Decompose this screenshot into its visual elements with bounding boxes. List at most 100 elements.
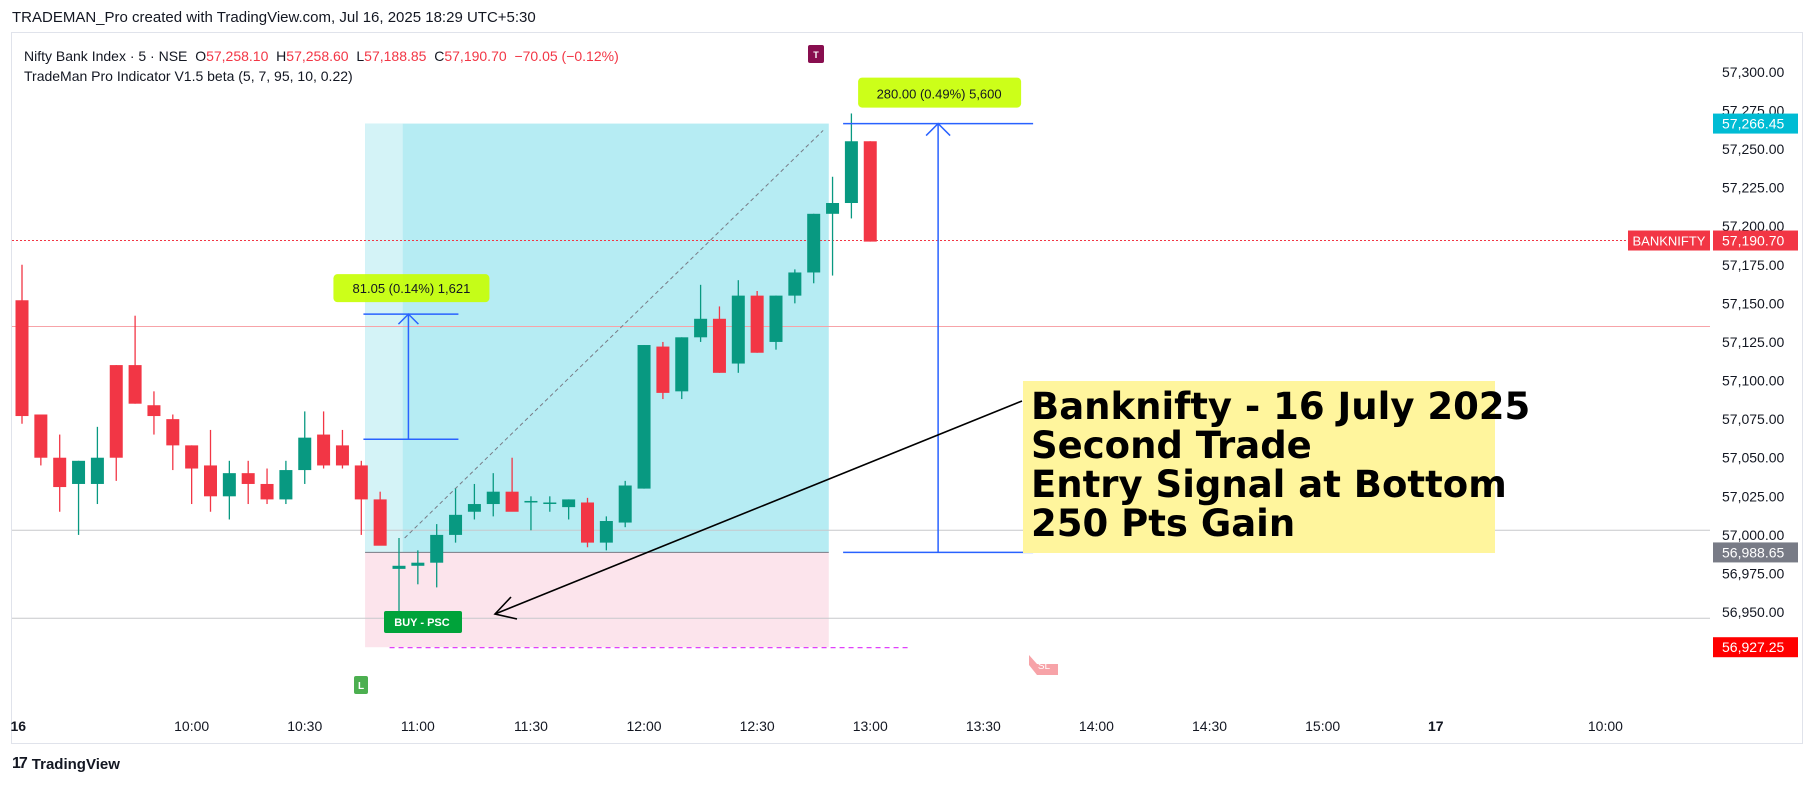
candle-body-21 — [411, 562, 425, 566]
candle-body-41 — [788, 272, 802, 296]
y-tick-label-0: 57,300.00 — [1722, 64, 1784, 80]
candle-body-25 — [486, 491, 500, 505]
y-tick-label-2: 57,250.00 — [1722, 141, 1784, 157]
candle-body-24 — [467, 504, 481, 512]
candle-body-9 — [185, 445, 199, 469]
measure-large-label: 280.00 (0.49%) 5,600 — [877, 87, 1002, 102]
candle-body-8 — [166, 419, 180, 446]
candle-body-16 — [317, 434, 331, 466]
buy-signal-bg — [384, 611, 462, 633]
candle-body-40 — [769, 295, 783, 342]
high-value: 57,258.60 — [286, 48, 349, 64]
close-value: 57,190.70 — [444, 48, 507, 64]
close-label: C — [434, 48, 445, 64]
x-tick-label-6: 12:30 — [740, 718, 775, 734]
price-tag-label-2: 56,988.65 — [1722, 544, 1784, 560]
annotation-arrow-line — [494, 400, 1023, 615]
candle-body-4 — [90, 457, 104, 484]
annotation-line-2: Second Trade — [1031, 424, 1312, 467]
candle-body-35 — [675, 337, 689, 392]
measure-small-label: 81.05 (0.14%) 1,621 — [353, 281, 471, 296]
y-tick-label-10: 57,050.00 — [1722, 450, 1784, 466]
y-tick-label-14: 56,950.00 — [1722, 604, 1784, 620]
candle-body-43 — [826, 203, 840, 214]
chart-frame — [11, 32, 1803, 744]
price-tag-label-1: 57,190.70 — [1722, 233, 1784, 249]
measure-small-arrow — [397, 313, 419, 325]
y-tick-label-11: 57,025.00 — [1722, 488, 1784, 504]
measure-large-arrow — [925, 122, 951, 137]
candle-body-6 — [128, 365, 142, 404]
y-tick-label-3: 57,225.00 — [1722, 180, 1784, 196]
tradingview-brand: TradingView — [31, 755, 120, 773]
sl-marker-label: SL — [1038, 661, 1051, 672]
candle-body-45 — [863, 141, 877, 242]
price-tag-label-3: 56,927.25 — [1722, 639, 1784, 655]
y-tick-label-9: 57,075.00 — [1722, 411, 1784, 427]
annotation-note[interactable]: Banknifty - 16 July 2025 Second Trade En… — [1023, 381, 1531, 553]
candle-body-42 — [807, 213, 821, 273]
candle-body-3 — [72, 460, 86, 484]
candle-body-20 — [392, 565, 406, 569]
candle-body-18 — [354, 465, 368, 500]
annotation-arrow-head — [493, 596, 518, 620]
candle-body-2 — [53, 457, 67, 488]
x-tick-label-1: 10:00 — [174, 718, 209, 734]
candle-body-23 — [449, 514, 463, 535]
low-label: L — [356, 48, 365, 64]
candle-body-12 — [241, 473, 255, 484]
candle-body-13 — [260, 483, 274, 500]
measure-small-label-bg — [333, 274, 490, 303]
candle-body-22 — [430, 534, 444, 563]
long-marker-bg — [354, 676, 368, 694]
x-tick-label-10: 14:30 — [1192, 718, 1227, 734]
symbol-label[interactable]: Nifty Bank Index · 5 · NSE — [24, 48, 188, 64]
ohlc-row: Nifty Bank Index · 5 · NSE O57,258.10 H5… — [24, 46, 619, 66]
candle-body-32 — [618, 485, 632, 523]
measure-large-label-bg — [858, 77, 1022, 108]
candle-body-27 — [524, 500, 538, 503]
symbol-tag-label: BANKNIFTY — [1633, 234, 1706, 249]
candle-body-11 — [222, 473, 236, 497]
candle-body-19 — [373, 499, 387, 546]
low-value: 57,188.85 — [364, 48, 427, 64]
candle-body-39 — [750, 295, 764, 353]
chart-legend: Nifty Bank Index · 5 · NSE O57,258.10 H5… — [24, 46, 619, 86]
long-marker-label: L — [358, 681, 364, 692]
indicator-label[interactable]: TradeMan Pro Indicator V1.5 beta (5, 7, … — [24, 68, 353, 84]
tradingview-logo-icon: 17 — [12, 755, 28, 772]
sl-marker-shape — [1029, 655, 1058, 675]
candle-body-14 — [279, 470, 293, 500]
chart-header-title: TRADEMAN_Pro created with TradingView.co… — [12, 9, 536, 26]
candle-body-37 — [712, 318, 726, 373]
x-tick-label-5: 12:00 — [627, 718, 662, 734]
trend-dashed-line — [404, 130, 824, 539]
candle-body-29 — [562, 499, 576, 508]
x-tick-label-2: 10:30 — [287, 718, 322, 734]
top-marker-label: T — [813, 50, 819, 60]
candle-body-28 — [543, 502, 557, 504]
candle-body-10 — [204, 465, 217, 497]
y-tick-label-8: 57,100.00 — [1722, 373, 1784, 389]
tradingview-logo[interactable]: 17 TradingView — [12, 755, 120, 773]
candle-body-36 — [694, 318, 708, 338]
y-tick-label-6: 57,150.00 — [1722, 295, 1784, 311]
price-tag-label-0: 57,266.45 — [1722, 116, 1784, 132]
x-tick-label-4: 11:30 — [514, 718, 548, 734]
candle-body-33 — [637, 345, 651, 489]
profit-zone-shade — [365, 123, 403, 553]
annotation-line-1: Banknifty - 16 July 2025 — [1031, 385, 1531, 428]
x-tick-label-3: 11:00 — [401, 718, 435, 734]
annotation-line-3: Entry Signal at Bottom — [1031, 463, 1507, 506]
x-tick-label-7: 13:00 — [853, 718, 888, 734]
buy-signal-label: BUY - PSC — [394, 617, 449, 629]
y-tick-label-5: 57,175.00 — [1722, 257, 1784, 273]
x-tick-label-0: 16 — [10, 718, 26, 734]
y-tick-label-12: 57,000.00 — [1722, 527, 1784, 543]
symbol-tag-bg — [1628, 230, 1710, 251]
candle-body-15 — [298, 437, 312, 471]
x-tick-label-11: 15:00 — [1305, 718, 1340, 734]
candle-body-0 — [15, 300, 29, 417]
price-tag-bg-3 — [1713, 637, 1798, 658]
